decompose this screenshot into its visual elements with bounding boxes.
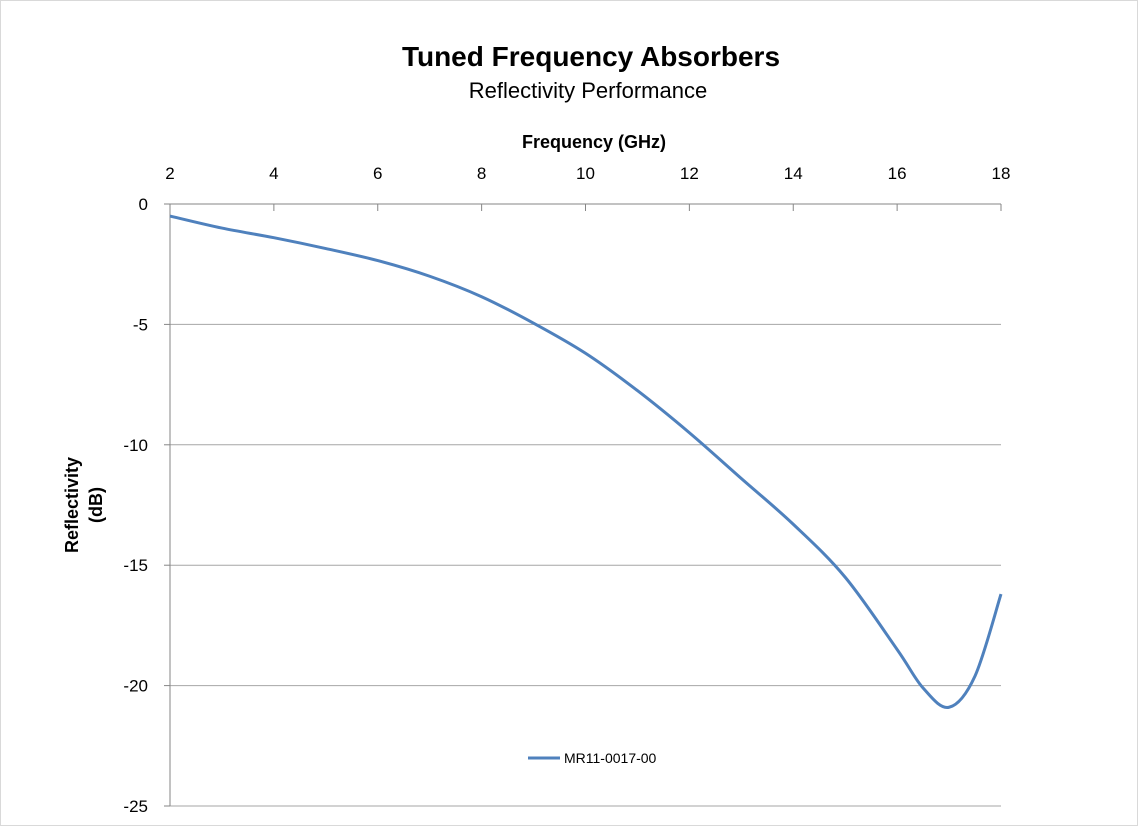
y-tick-label: -5: [133, 315, 148, 334]
y-axis-title-line-1: Reflectivity: [62, 457, 82, 553]
x-tick-label: 10: [576, 164, 595, 183]
series-lines: [169, 214, 1003, 709]
x-axis-title: Frequency (GHz): [522, 132, 666, 152]
y-tick-label: -10: [123, 436, 148, 455]
x-tick-label: 2: [165, 164, 174, 183]
tick-labels: 2 4 6 8 10 12 14 16 18 0 -5 -10 -15 -20 -25: [123, 164, 1010, 816]
grid-lines: [170, 203, 1001, 807]
x-tick-label: 6: [373, 164, 382, 183]
y-axis-title: Reflectivity (dB): [62, 457, 106, 553]
y-tick-label: -15: [123, 556, 148, 575]
x-tick-label: 16: [888, 164, 907, 183]
series-line: [169, 214, 1003, 709]
x-tick-label: 18: [992, 164, 1011, 183]
y-tick-label: -20: [123, 677, 148, 696]
legend-label: MR11-0017-00: [564, 750, 657, 766]
chart-subtitle: Reflectivity Performance: [469, 78, 707, 103]
x-tick-label: 12: [680, 164, 699, 183]
x-tick-label: 4: [269, 164, 278, 183]
axes: [164, 203, 1002, 807]
y-tick-label: -25: [123, 797, 148, 816]
y-axis-title-line-2: (dB): [86, 487, 106, 523]
y-tick-label: 0: [139, 195, 148, 214]
x-tick-label: 14: [784, 164, 803, 183]
x-tick-label: 8: [477, 164, 486, 183]
chart-title: Tuned Frequency Absorbers: [402, 41, 780, 72]
legend: MR11-0017-00: [528, 750, 657, 766]
